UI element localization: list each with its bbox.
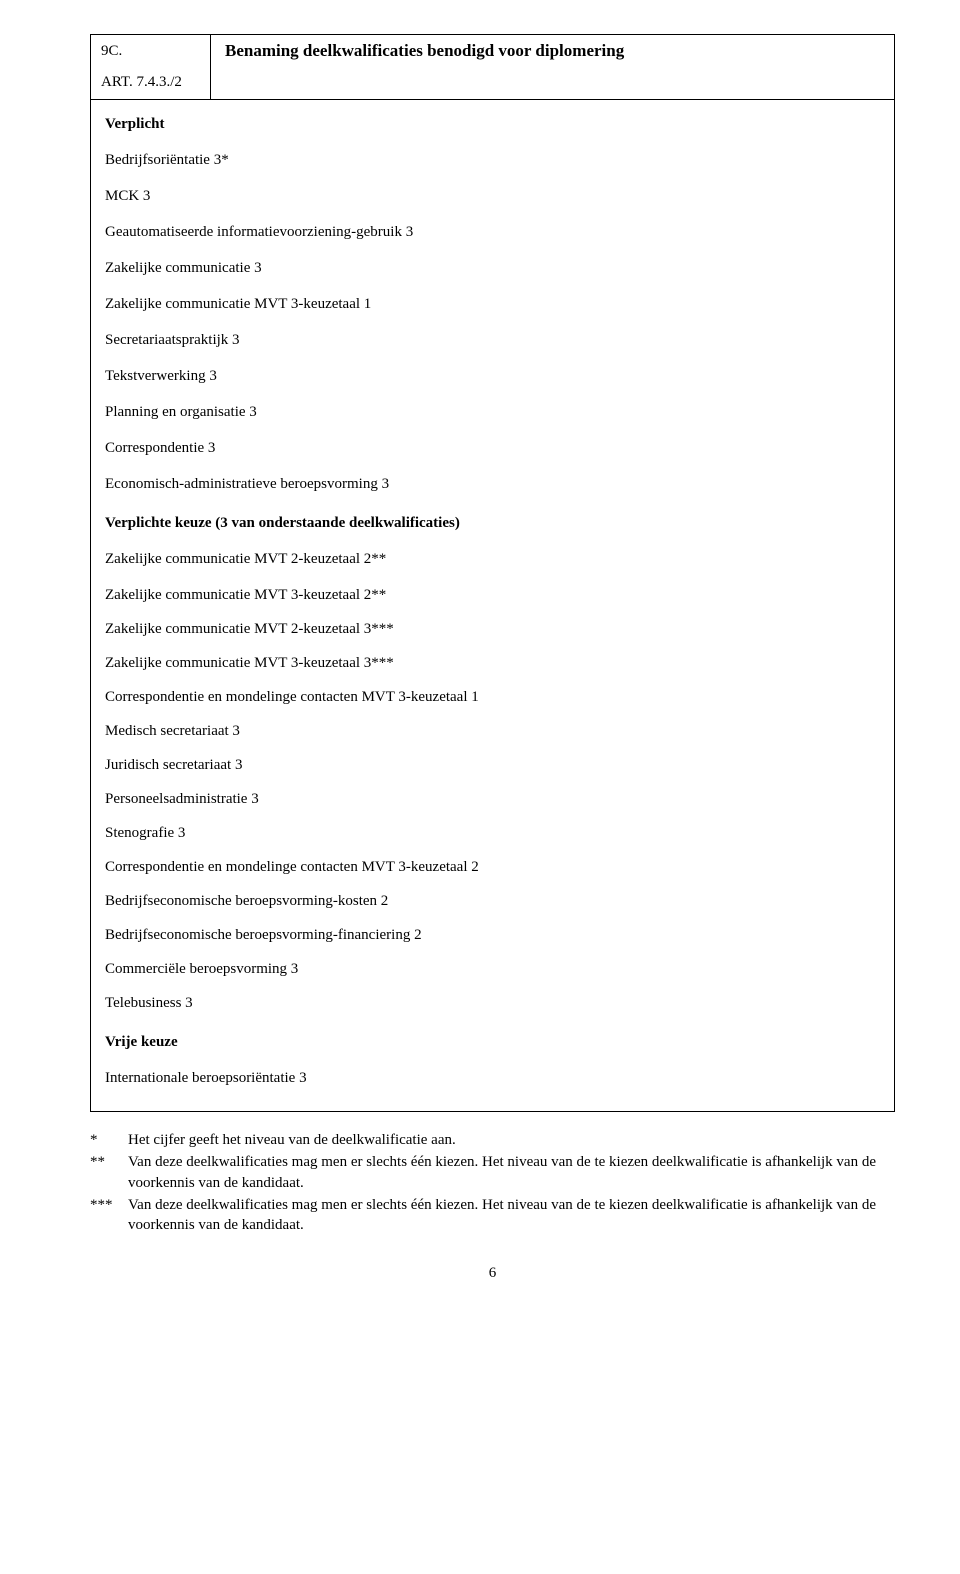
footnote-text: Van deze deelkwalificaties mag men er sl… bbox=[128, 1152, 895, 1193]
header-art-ref: ART. 7.4.3./2 bbox=[101, 72, 200, 93]
list-item: Geautomatiseerde informatievoorziening-g… bbox=[105, 223, 880, 241]
footnote-row: ** Van deze deelkwalificaties mag men er… bbox=[90, 1152, 895, 1193]
section-heading-verplicht: Verplicht bbox=[105, 116, 880, 133]
header-title: Benaming deelkwalificaties benodigd voor… bbox=[211, 35, 894, 99]
list-item: Secretariaatspraktijk 3 bbox=[105, 331, 880, 349]
list-item: Juridisch secretariaat 3 bbox=[105, 756, 880, 774]
list-item: Correspondentie en mondelinge contacten … bbox=[105, 858, 880, 876]
footnote-marker: * bbox=[90, 1130, 128, 1150]
list-item: Bedrijfseconomische beroepsvorming-finan… bbox=[105, 926, 880, 944]
list-item: Zakelijke communicatie MVT 2-keuzetaal 3… bbox=[105, 620, 880, 638]
list-item: Tekstverwerking 3 bbox=[105, 367, 880, 385]
footnote-marker: *** bbox=[90, 1195, 128, 1236]
list-item: Correspondentie en mondelinge contacten … bbox=[105, 688, 880, 706]
list-item: Personeelsadministratie 3 bbox=[105, 790, 880, 808]
list-item: MCK 3 bbox=[105, 187, 880, 205]
header-code: 9C. bbox=[101, 41, 200, 62]
footnote-text: Van deze deelkwalificaties mag men er sl… bbox=[128, 1195, 895, 1236]
list-item: Planning en organisatie 3 bbox=[105, 403, 880, 421]
footnote-marker: ** bbox=[90, 1152, 128, 1193]
list-item: Zakelijke communicatie MVT 3-keuzetaal 3… bbox=[105, 654, 880, 672]
footnote-text: Het cijfer geeft het niveau van de deelk… bbox=[128, 1130, 895, 1150]
list-item: Zakelijke communicatie 3 bbox=[105, 259, 880, 277]
list-item: Zakelijke communicatie MVT 3-keuzetaal 1 bbox=[105, 295, 880, 313]
page-number: 6 bbox=[90, 1265, 895, 1282]
list-item: Zakelijke communicatie MVT 3-keuzetaal 2… bbox=[105, 586, 880, 604]
list-item: Zakelijke communicatie MVT 2-keuzetaal 2… bbox=[105, 550, 880, 568]
list-item: Internationale beroepsoriëntatie 3 bbox=[105, 1069, 880, 1087]
footnote-row: * Het cijfer geeft het niveau van de dee… bbox=[90, 1130, 895, 1150]
list-item: Stenografie 3 bbox=[105, 824, 880, 842]
list-item: Medisch secretariaat 3 bbox=[105, 722, 880, 740]
header-table: 9C. ART. 7.4.3./2 Benaming deelkwalifica… bbox=[90, 34, 895, 100]
footnotes: * Het cijfer geeft het niveau van de dee… bbox=[90, 1130, 895, 1235]
list-item: Bedrijfsoriëntatie 3* bbox=[105, 151, 880, 169]
list-item: Economisch-administratieve beroepsvormin… bbox=[105, 475, 880, 493]
list-item: Correspondentie 3 bbox=[105, 439, 880, 457]
section-heading-vrije-keuze: Vrije keuze bbox=[105, 1034, 880, 1051]
list-item: Telebusiness 3 bbox=[105, 994, 880, 1012]
section-heading-verplichte-keuze: Verplichte keuze (3 van onderstaande dee… bbox=[105, 515, 880, 532]
footnote-row: *** Van deze deelkwalificaties mag men e… bbox=[90, 1195, 895, 1236]
list-item: Bedrijfseconomische beroepsvorming-koste… bbox=[105, 892, 880, 910]
main-content-box: Verplicht Bedrijfsoriëntatie 3* MCK 3 Ge… bbox=[90, 100, 895, 1112]
header-left-cell: 9C. ART. 7.4.3./2 bbox=[91, 35, 211, 99]
list-item: Commerciële beroepsvorming 3 bbox=[105, 960, 880, 978]
